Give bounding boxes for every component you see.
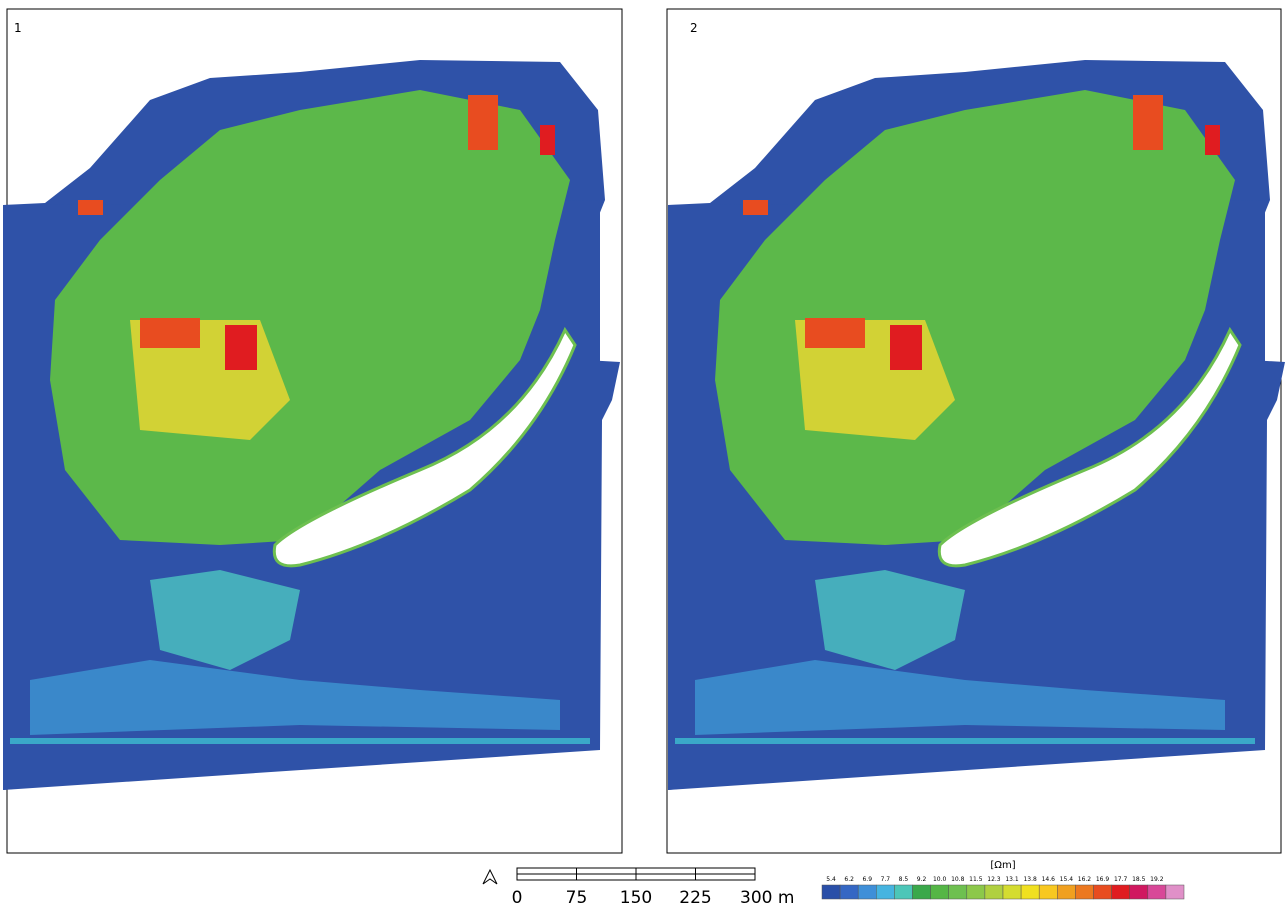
north-arrow (483, 870, 497, 884)
scale-segment (577, 874, 637, 880)
scale-segment (696, 868, 756, 874)
scale-label: 75 (566, 888, 588, 907)
scale-segment (577, 868, 637, 874)
legend-swatch (840, 885, 858, 899)
legend-swatch (1003, 885, 1021, 899)
legend-label: 6.2 (844, 876, 854, 883)
legend-label: 12.3 (987, 876, 1001, 883)
legend-label: 8.5 (899, 876, 909, 883)
legend-swatch (894, 885, 912, 899)
scale-segment (636, 868, 696, 874)
legend-swatch (1166, 885, 1184, 899)
scale-label: 150 (620, 888, 652, 907)
scale-label: 0 (512, 888, 523, 907)
scale-segment (517, 868, 577, 874)
legend-label: 17.7 (1114, 876, 1128, 883)
legend-label: 10.8 (951, 876, 965, 883)
legend-label: 14.6 (1042, 876, 1056, 883)
legend-swatch (1075, 885, 1093, 899)
legend-label: 13.1 (1005, 876, 1019, 883)
legend-label: 16.2 (1078, 876, 1092, 883)
legend-swatch (1130, 885, 1148, 899)
legend-swatch (876, 885, 894, 899)
legend-swatch (1112, 885, 1130, 899)
legend-label: 9.2 (917, 876, 927, 883)
scale-label: 300 m (740, 888, 794, 907)
legend-label: 11.5 (969, 876, 983, 883)
legend-unit: [Ωm] (990, 860, 1015, 871)
legend-label: 10.0 (933, 876, 947, 883)
resistivity-map (3, 60, 620, 790)
legend-swatch (1094, 885, 1112, 899)
legend-swatch (985, 885, 1003, 899)
scale-bar: 0 75 150 225 300 m (512, 868, 795, 907)
legend-swatch (858, 885, 876, 899)
legend-swatch (967, 885, 985, 899)
legend-swatch (1148, 885, 1166, 899)
legend-label: 15.4 (1060, 876, 1074, 883)
legend: [Ωm] 5.4 6.2 6.9 7.7 8.5 9.2 10.0 10.8 11.5 12.3 13… (822, 860, 1184, 899)
legend-label: 19.2 (1150, 876, 1164, 883)
legend-label: 7.7 (881, 876, 891, 883)
scale-segment (517, 874, 577, 880)
figure: 1 2 0 75 150 225 300 m [Ωm] 5.4 6.2 6.9 7.7 8.5 9.… (0, 0, 1285, 907)
legend-swatch (1057, 885, 1075, 899)
panel-label: 2 (690, 21, 698, 35)
panel-label: 1 (14, 21, 22, 35)
scale-label: 225 (679, 888, 711, 907)
scale-segment (696, 874, 756, 880)
legend-label: 18.5 (1132, 876, 1146, 883)
resistivity-map (668, 60, 1285, 790)
legend-swatch (913, 885, 931, 899)
legend-swatch (1039, 885, 1057, 899)
legend-swatch (949, 885, 967, 899)
legend-swatch (931, 885, 949, 899)
legend-swatch (822, 885, 840, 899)
legend-swatch (1021, 885, 1039, 899)
legend-label: 16.9 (1096, 876, 1110, 883)
legend-label: 5.4 (826, 876, 836, 883)
legend-label: 6.9 (862, 876, 872, 883)
legend-label: 13.8 (1023, 876, 1037, 883)
scale-segment (636, 874, 696, 880)
